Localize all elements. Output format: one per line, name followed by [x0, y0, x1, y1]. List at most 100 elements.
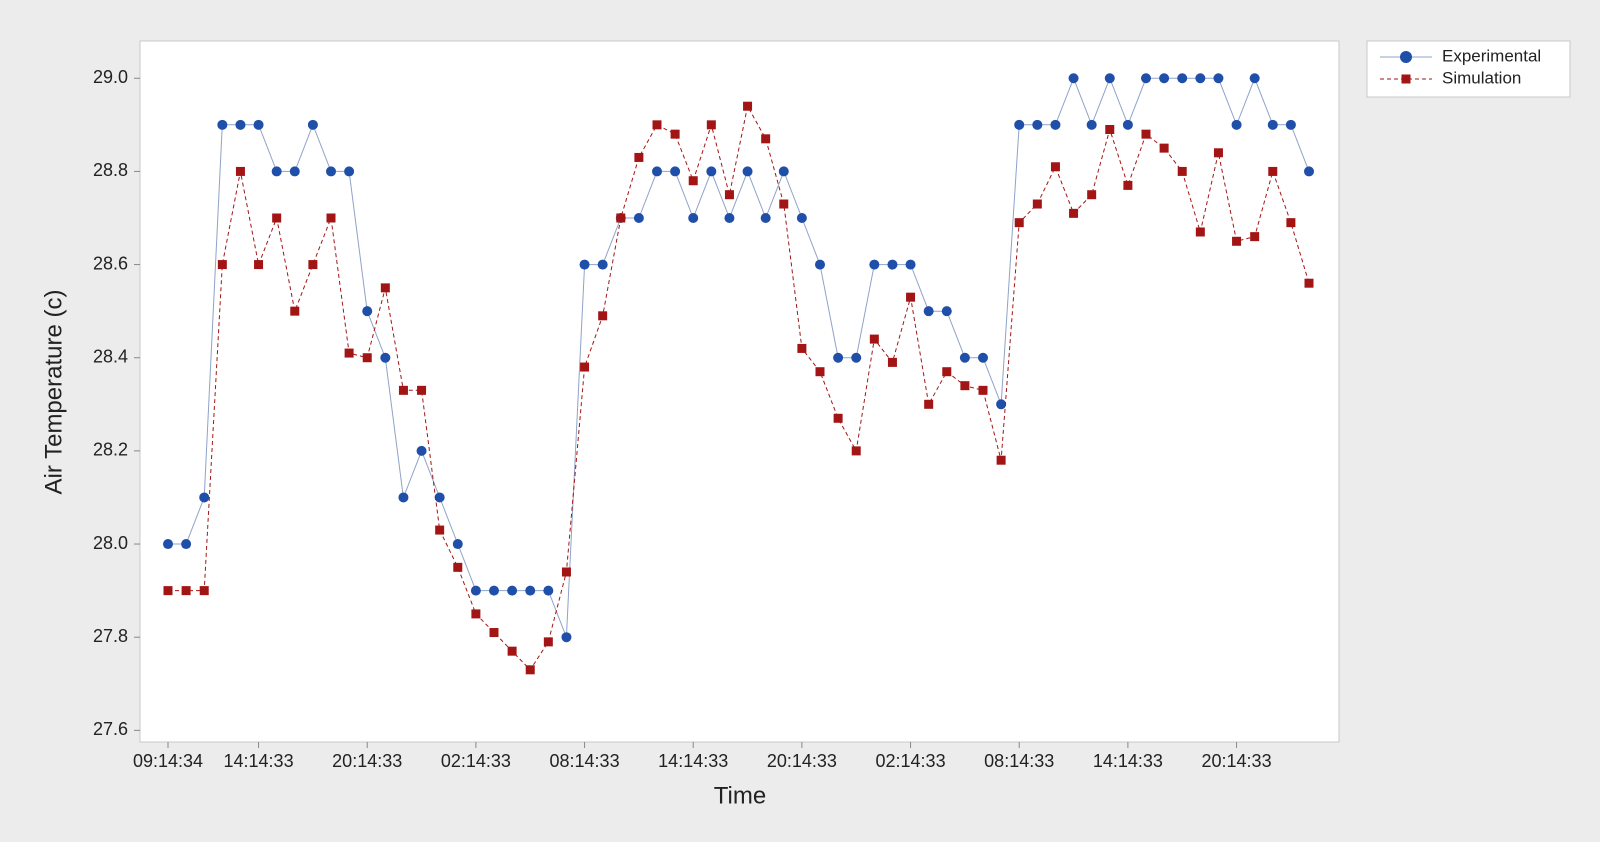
- x-tick-label: 20:14:33: [1202, 751, 1272, 771]
- y-tick-label: 28.6: [93, 253, 128, 273]
- marker: [272, 213, 282, 223]
- y-tick-label: 27.6: [93, 719, 128, 739]
- marker: [724, 212, 735, 223]
- marker: [289, 166, 300, 177]
- marker: [290, 306, 300, 316]
- marker: [1159, 143, 1169, 153]
- marker: [235, 166, 245, 176]
- marker: [905, 259, 916, 270]
- marker: [869, 259, 880, 270]
- y-tick-label: 27.8: [93, 626, 128, 646]
- marker: [1213, 73, 1224, 84]
- y-tick-label: 28.2: [93, 440, 128, 460]
- marker: [815, 367, 825, 377]
- marker: [362, 306, 373, 317]
- marker: [199, 586, 209, 596]
- marker: [797, 343, 807, 353]
- marker: [417, 385, 427, 395]
- y-tick-label: 28.0: [93, 533, 128, 553]
- marker: [869, 334, 879, 344]
- marker: [1268, 166, 1278, 176]
- marker: [1105, 124, 1115, 134]
- marker: [580, 362, 590, 372]
- x-tick-label: 02:14:33: [441, 751, 511, 771]
- marker: [416, 445, 427, 456]
- marker: [344, 166, 355, 177]
- marker: [815, 259, 825, 270]
- marker: [380, 283, 390, 293]
- marker: [579, 259, 590, 270]
- marker: [1014, 218, 1024, 228]
- marker: [507, 646, 517, 656]
- marker: [634, 152, 644, 162]
- marker: [652, 166, 662, 177]
- marker: [1069, 208, 1079, 218]
- marker: [434, 492, 445, 503]
- marker: [1141, 129, 1151, 139]
- marker: [924, 399, 934, 409]
- marker: [1195, 227, 1205, 237]
- marker: [688, 176, 698, 186]
- marker: [1104, 73, 1115, 84]
- y-tick-label: 28.4: [93, 346, 128, 366]
- marker: [525, 585, 536, 596]
- marker: [941, 306, 952, 317]
- y-tick-label: 29.0: [93, 67, 128, 87]
- x-tick-label: 14:14:33: [224, 751, 294, 771]
- marker: [561, 632, 572, 643]
- marker: [253, 119, 264, 130]
- marker: [724, 190, 734, 200]
- marker: [959, 352, 970, 363]
- marker: [1050, 119, 1061, 130]
- marker: [1213, 148, 1223, 158]
- marker: [1232, 236, 1242, 246]
- marker: [923, 306, 934, 317]
- marker: [616, 213, 626, 223]
- marker: [743, 101, 753, 111]
- marker: [887, 259, 898, 270]
- marker: [489, 585, 499, 596]
- marker: [597, 259, 608, 270]
- marker: [778, 166, 789, 177]
- marker: [1141, 73, 1151, 84]
- marker: [507, 585, 518, 596]
- marker: [489, 628, 499, 638]
- marker: [1267, 119, 1278, 130]
- marker: [996, 399, 1007, 410]
- marker: [453, 562, 463, 572]
- marker: [1231, 119, 1242, 130]
- marker: [779, 199, 789, 209]
- marker: [851, 352, 862, 363]
- marker: [1014, 119, 1025, 130]
- marker: [633, 212, 644, 223]
- x-tick-label: 20:14:33: [767, 751, 837, 771]
- marker: [470, 585, 481, 596]
- marker: [1285, 119, 1296, 130]
- marker: [1177, 73, 1188, 84]
- x-axis-title: Time: [714, 782, 766, 809]
- x-tick-label: 08:14:33: [984, 751, 1054, 771]
- marker: [362, 353, 372, 363]
- marker: [217, 119, 228, 130]
- marker: [380, 352, 391, 363]
- marker: [435, 525, 445, 535]
- marker: [1249, 73, 1260, 84]
- marker: [543, 637, 553, 647]
- legend-label: Experimental: [1442, 46, 1541, 65]
- marker: [1086, 119, 1097, 130]
- marker: [235, 119, 246, 130]
- marker: [706, 166, 717, 177]
- marker: [1250, 232, 1260, 242]
- marker: [706, 120, 716, 130]
- marker: [1286, 218, 1296, 228]
- marker: [326, 166, 336, 177]
- marker: [525, 665, 535, 675]
- plot-area: [139, 40, 1340, 743]
- marker: [887, 357, 897, 367]
- marker: [1195, 73, 1206, 84]
- legend-marker: [1401, 74, 1411, 84]
- marker: [326, 213, 336, 223]
- series-line: [168, 76, 1310, 638]
